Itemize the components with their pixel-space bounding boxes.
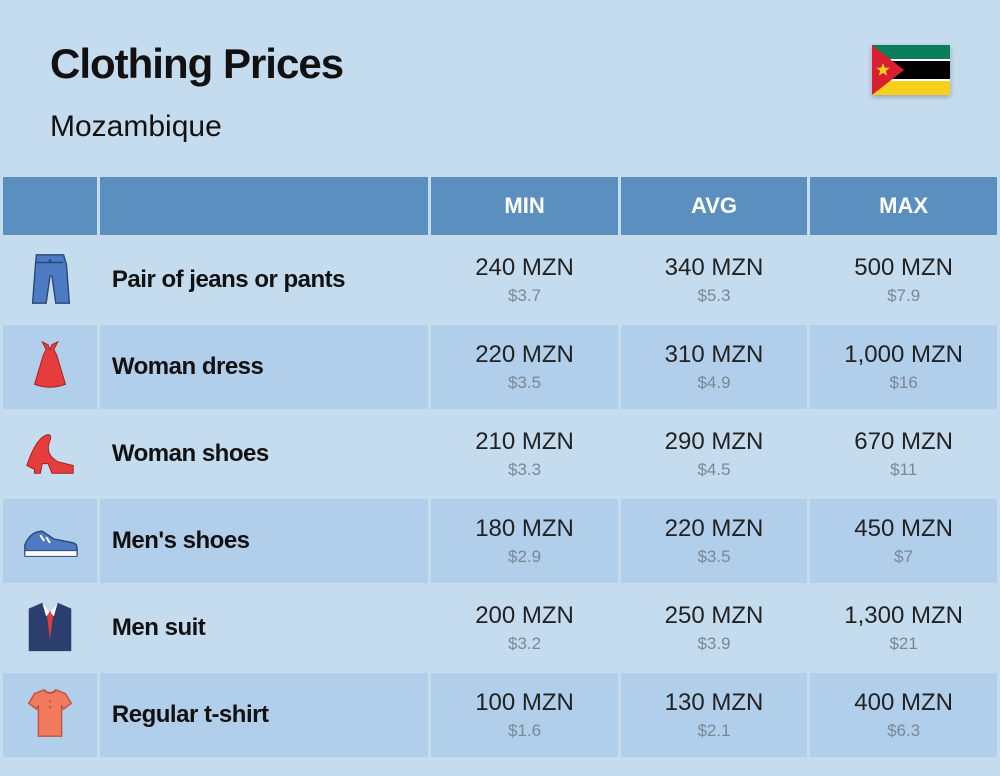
price-avg: 290 MZN $4.5 bbox=[621, 412, 807, 496]
price-main: 130 MZN bbox=[629, 689, 799, 717]
price-avg: 220 MZN $3.5 bbox=[621, 499, 807, 583]
header-icon-col bbox=[3, 177, 97, 235]
item-name: Men's shoes bbox=[100, 499, 428, 583]
dress-icon bbox=[3, 325, 97, 409]
suit-icon bbox=[3, 586, 97, 670]
header-max: MAX bbox=[810, 177, 997, 235]
table-row: Woman dress 220 MZN $3.5 310 MZN $4.9 1,000 M… bbox=[3, 325, 997, 409]
item-name: Woman shoes bbox=[100, 412, 428, 496]
sneaker-icon bbox=[3, 499, 97, 583]
price-max: 450 MZN $7 bbox=[810, 499, 997, 583]
price-sub: $4.5 bbox=[629, 460, 799, 480]
price-max: 500 MZN $7.9 bbox=[810, 238, 997, 322]
price-sub: $1.6 bbox=[439, 721, 609, 741]
price-max: 400 MZN $6.3 bbox=[810, 673, 997, 757]
price-main: 1,300 MZN bbox=[818, 602, 989, 630]
item-name: Regular t-shirt bbox=[100, 673, 428, 757]
price-sub: $6.3 bbox=[818, 721, 989, 741]
heel-icon bbox=[3, 412, 97, 496]
price-sub: $7 bbox=[818, 547, 989, 567]
price-sub: $3.5 bbox=[439, 373, 609, 393]
price-sub: $21 bbox=[818, 634, 989, 654]
price-main: 100 MZN bbox=[439, 689, 609, 717]
item-name: Pair of jeans or pants bbox=[100, 238, 428, 322]
price-main: 340 MZN bbox=[629, 254, 799, 282]
price-sub: $4.9 bbox=[629, 373, 799, 393]
price-sub: $3.5 bbox=[629, 547, 799, 567]
country-name: Mozambique bbox=[50, 110, 950, 144]
table-row: Pair of jeans or pants 240 MZN $3.7 340 MZN… bbox=[3, 238, 997, 322]
table-row: Men's shoes 180 MZN $2.9 220 MZN $3.5 450 MZN… bbox=[3, 499, 997, 583]
price-main: 310 MZN bbox=[629, 341, 799, 369]
price-sub: $5.3 bbox=[629, 286, 799, 306]
tshirt-icon bbox=[3, 673, 97, 757]
price-main: 1,000 MZN bbox=[818, 341, 989, 369]
price-main: 670 MZN bbox=[818, 428, 989, 456]
jeans-icon bbox=[3, 238, 97, 322]
price-main: 240 MZN bbox=[439, 254, 609, 282]
page-title: Clothing Prices bbox=[50, 40, 950, 88]
price-avg: 340 MZN $5.3 bbox=[621, 238, 807, 322]
price-main: 290 MZN bbox=[629, 428, 799, 456]
price-min: 180 MZN $2.9 bbox=[431, 499, 617, 583]
price-main: 210 MZN bbox=[439, 428, 609, 456]
price-sub: $7.9 bbox=[818, 286, 989, 306]
item-name: Woman dress bbox=[100, 325, 428, 409]
price-main: 180 MZN bbox=[439, 515, 609, 543]
price-min: 240 MZN $3.7 bbox=[431, 238, 617, 322]
price-avg: 250 MZN $3.9 bbox=[621, 586, 807, 670]
price-min: 220 MZN $3.5 bbox=[431, 325, 617, 409]
price-sub: $3.3 bbox=[439, 460, 609, 480]
price-max: 1,300 MZN $21 bbox=[810, 586, 997, 670]
price-avg: 130 MZN $2.1 bbox=[621, 673, 807, 757]
price-main: 500 MZN bbox=[818, 254, 989, 282]
price-main: 220 MZN bbox=[629, 515, 799, 543]
header: Clothing Prices Mozambique bbox=[0, 0, 1000, 174]
price-avg: 310 MZN $4.9 bbox=[621, 325, 807, 409]
price-max: 1,000 MZN $16 bbox=[810, 325, 997, 409]
flag-icon bbox=[872, 45, 950, 95]
price-max: 670 MZN $11 bbox=[810, 412, 997, 496]
table-row: Woman shoes 210 MZN $3.3 290 MZN $4.5 670 MZN… bbox=[3, 412, 997, 496]
price-sub: $2.9 bbox=[439, 547, 609, 567]
price-sub: $3.7 bbox=[439, 286, 609, 306]
price-sub: $3.9 bbox=[629, 634, 799, 654]
price-main: 450 MZN bbox=[818, 515, 989, 543]
price-min: 200 MZN $3.2 bbox=[431, 586, 617, 670]
header-name-col bbox=[100, 177, 428, 235]
price-min: 210 MZN $3.3 bbox=[431, 412, 617, 496]
table-row: Regular t-shirt 100 MZN $1.6 130 MZN $2.1 400… bbox=[3, 673, 997, 757]
header-avg: AVG bbox=[621, 177, 807, 235]
price-main: 200 MZN bbox=[439, 602, 609, 630]
price-table: MIN AVG MAX Pair of jeans or pants240 MZ… bbox=[0, 174, 1000, 760]
price-sub: $16 bbox=[818, 373, 989, 393]
price-min: 100 MZN $1.6 bbox=[431, 673, 617, 757]
table-row: Men suit 200 MZN $3.2 250 MZN $3.9 1,300 MZN $… bbox=[3, 586, 997, 670]
price-sub: $2.1 bbox=[629, 721, 799, 741]
price-main: 400 MZN bbox=[818, 689, 989, 717]
price-main: 220 MZN bbox=[439, 341, 609, 369]
price-main: 250 MZN bbox=[629, 602, 799, 630]
item-name: Men suit bbox=[100, 586, 428, 670]
table-header-row: MIN AVG MAX bbox=[3, 177, 997, 235]
price-sub: $3.2 bbox=[439, 634, 609, 654]
price-sub: $11 bbox=[818, 460, 989, 480]
header-min: MIN bbox=[431, 177, 617, 235]
